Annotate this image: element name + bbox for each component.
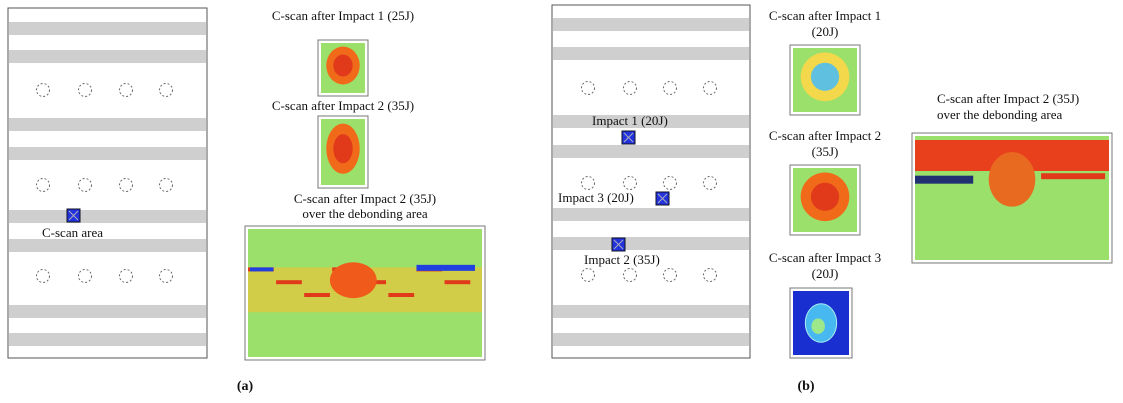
plate bbox=[7, 7, 208, 359]
hole bbox=[159, 83, 173, 97]
stripe bbox=[553, 333, 749, 346]
panel-label: (b) bbox=[797, 379, 814, 394]
scan-damage bbox=[329, 262, 377, 299]
impact-cross bbox=[623, 132, 634, 143]
plate-label: Impact 3 (20J) bbox=[558, 190, 634, 205]
impact-cross bbox=[613, 239, 624, 250]
stripe bbox=[553, 18, 749, 31]
stripe bbox=[9, 210, 206, 223]
stripe bbox=[9, 50, 206, 63]
caption: C-scan after Impact 1 (20J) bbox=[769, 8, 881, 39]
caption-line: C-scan after Impact 3 bbox=[769, 250, 881, 265]
caption: C-scan after Impact 2 (35J) bbox=[769, 128, 881, 159]
impact-cross bbox=[657, 193, 668, 204]
scan-damage bbox=[811, 318, 825, 334]
scan-streak bbox=[276, 280, 302, 285]
hole bbox=[663, 268, 677, 282]
caption-line: C-scan after Impact 2 bbox=[769, 128, 881, 143]
caption-line: (20J) bbox=[812, 24, 839, 39]
stripe bbox=[553, 115, 749, 128]
c-scan-image bbox=[789, 44, 861, 116]
c-scan-image bbox=[244, 225, 486, 361]
panel-label: (a) bbox=[237, 379, 254, 394]
scan-streak bbox=[250, 267, 274, 272]
stripe bbox=[553, 208, 749, 221]
hole bbox=[663, 81, 677, 95]
caption: C-scan after Impact 1 (25J) bbox=[272, 8, 414, 23]
scan-streak bbox=[915, 175, 974, 184]
caption: C-scan after Impact 2 (35J) over the debo… bbox=[937, 91, 1079, 122]
hole bbox=[119, 178, 133, 192]
caption-line: over the debonding area bbox=[302, 206, 427, 221]
caption-line: C-scan after Impact 2 (35J) bbox=[272, 98, 414, 113]
stripe bbox=[9, 118, 206, 131]
hole bbox=[36, 269, 50, 283]
hole bbox=[36, 178, 50, 192]
c-scan-image bbox=[789, 164, 861, 236]
stripe bbox=[9, 305, 206, 318]
hole bbox=[119, 83, 133, 97]
stripe bbox=[9, 239, 206, 252]
scan-damage bbox=[988, 152, 1036, 207]
stripe bbox=[553, 145, 749, 158]
plate bbox=[551, 4, 751, 359]
plate-label: Impact 2 (35J) bbox=[584, 252, 660, 267]
hole bbox=[581, 81, 595, 95]
caption-line: C-scan after Impact 1 bbox=[769, 8, 881, 23]
scan-damage bbox=[810, 62, 840, 91]
stripe bbox=[553, 237, 749, 250]
impact-cross bbox=[68, 210, 79, 221]
caption: C-scan after Impact 3 (20J) bbox=[769, 250, 881, 281]
hole bbox=[623, 81, 637, 95]
caption-line: (20J) bbox=[812, 266, 839, 281]
stripe bbox=[553, 305, 749, 318]
hole bbox=[581, 268, 595, 282]
plate-label: Impact 1 (20J) bbox=[592, 113, 668, 128]
hole bbox=[703, 176, 717, 190]
caption: C-scan after Impact 2 (35J) bbox=[272, 98, 414, 113]
hole bbox=[78, 269, 92, 283]
c-scan-image bbox=[317, 115, 369, 189]
caption-line: C-scan after Impact 2 (35J) bbox=[294, 191, 436, 206]
hole bbox=[78, 178, 92, 192]
scan-damage bbox=[333, 54, 353, 77]
c-scan-image bbox=[317, 39, 369, 97]
scan-streak bbox=[304, 293, 330, 297]
caption-line: C-scan after Impact 1 (25J) bbox=[272, 8, 414, 23]
stripe bbox=[9, 22, 206, 35]
plate-label: C-scan area bbox=[42, 225, 103, 240]
stripe bbox=[553, 47, 749, 60]
caption-line: C-scan after Impact 2 (35J) bbox=[937, 91, 1079, 106]
hole bbox=[36, 83, 50, 97]
hole bbox=[623, 176, 637, 190]
hole bbox=[119, 269, 133, 283]
hole bbox=[703, 268, 717, 282]
c-scan-image bbox=[789, 287, 853, 359]
scan-streak bbox=[444, 280, 471, 285]
scan-streak bbox=[416, 264, 475, 271]
c-scan-image bbox=[911, 132, 1113, 264]
hole bbox=[703, 81, 717, 95]
stripe bbox=[9, 333, 206, 346]
caption: C-scan after Impact 2 (35J) over the debo… bbox=[294, 191, 436, 221]
hole bbox=[159, 178, 173, 192]
hole bbox=[663, 176, 677, 190]
hole bbox=[78, 83, 92, 97]
stripe bbox=[9, 147, 206, 160]
hole bbox=[623, 268, 637, 282]
scan-damage bbox=[810, 182, 840, 211]
hole bbox=[581, 176, 595, 190]
scan-streak bbox=[388, 293, 415, 297]
scan-damage bbox=[333, 134, 353, 164]
caption-line: over the debonding area bbox=[937, 107, 1062, 122]
scan-streak bbox=[1041, 173, 1106, 180]
caption-line: (35J) bbox=[812, 144, 839, 159]
hole bbox=[159, 269, 173, 283]
